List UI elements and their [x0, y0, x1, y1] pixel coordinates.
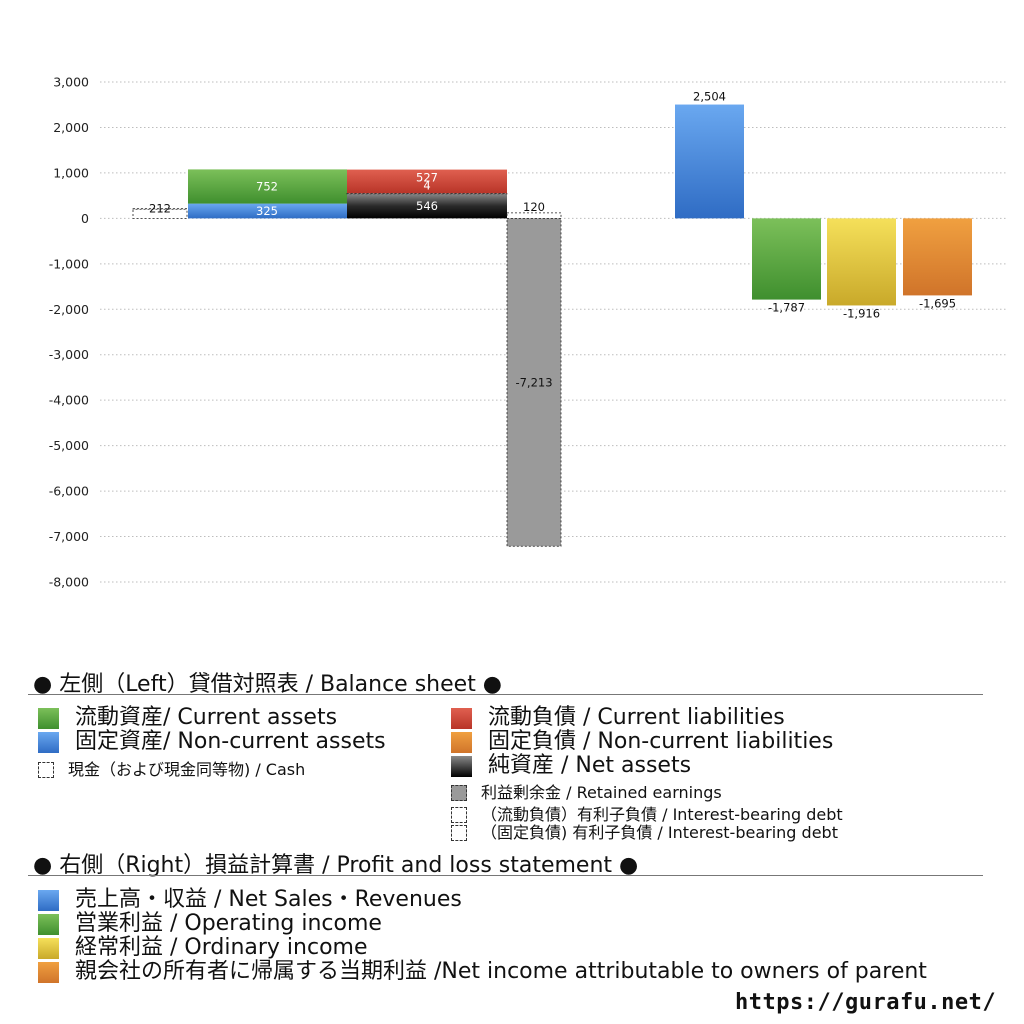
current-liabilities-bar: [347, 169, 507, 194]
legend-right-title: ● 右側（Right）損益計算書 / Profit and loss state…: [33, 853, 639, 878]
interest-debt-noncurrent-bar: [506, 212, 562, 219]
green-swatch-icon: [38, 707, 59, 729]
legend-label: 親会社の所有者に帰属する当期利益 /Net income attributabl…: [75, 959, 927, 984]
net-income-bar: [903, 218, 972, 296]
gray-swatch-icon: [451, 785, 467, 801]
legend-label: 経常利益 / Ordinary income: [75, 935, 368, 960]
current-assets-label: 752: [256, 180, 278, 194]
legend-left-title: ● 左側（Left）貸借対照表 / Balance sheet ●: [33, 672, 503, 697]
ordinary-income-label: -1,916: [843, 306, 880, 320]
current-liabilities-label: 527: [416, 171, 438, 185]
y-tick-label: -5,000: [49, 438, 89, 453]
non-current-assets-bar: [188, 203, 347, 219]
y-tick-label: 1,000: [53, 165, 89, 180]
green-swatch-icon: [38, 913, 59, 935]
orange-swatch-icon: [38, 961, 59, 983]
dashed-swatch-icon: [38, 762, 54, 778]
legend-label: （流動負債）有利子負債 / Interest-bearing debt: [481, 805, 843, 824]
legend-item-non-current-liabilities: 固定負債 / Non-current liabilities: [451, 730, 833, 754]
net-sales-label: 2,504: [693, 90, 726, 104]
dashed-swatch-icon: [451, 825, 467, 841]
y-tick-label: -7,000: [49, 529, 89, 544]
legend-item-net-income: 親会社の所有者に帰属する当期利益 /Net income attributabl…: [38, 960, 927, 984]
current-assets-bar: [188, 169, 347, 204]
legend-label: （固定負債) 有利子負債 / Interest-bearing debt: [481, 823, 838, 842]
y-tick-label: 3,000: [53, 75, 89, 90]
non-current-assets-label: 325: [256, 204, 278, 218]
legend-label: 流動負債 / Current liabilities: [488, 705, 785, 730]
blue-swatch-icon: [38, 889, 59, 911]
legend-item-interest-debt-noncurrent: （固定負債) 有利子負債 / Interest-bearing debt: [451, 824, 838, 842]
y-tick-label: -1,000: [49, 256, 89, 271]
legend-item-non-current-assets: 固定資産/ Non-current assets: [38, 730, 386, 754]
legend-label: 固定資産/ Non-current assets: [75, 729, 386, 754]
bar-chart: 3,000 2,000 1,000 0 -1,000 -2,000 -3,000 -4,000…: [49, 75, 1006, 590]
net-income-label: -1,695: [919, 296, 956, 310]
legend-right-rule: [28, 875, 983, 876]
y-tick-label: 0: [81, 211, 89, 226]
interest-debt-current-label: 4: [423, 179, 430, 193]
legend-label: 売上高・収益 / Net Sales・Revenues: [75, 887, 462, 912]
bars: [132, 104, 972, 547]
y-tick-label: -3,000: [49, 347, 89, 362]
dashed-swatch-icon: [451, 807, 467, 823]
cash-bar: [132, 208, 188, 219]
legend-item-operating-income: 営業利益 / Operating income: [38, 912, 382, 936]
y-tick-label: -8,000: [49, 575, 89, 590]
blue-swatch-icon: [38, 731, 59, 753]
y-tick-label: -4,000: [49, 393, 89, 408]
legend-label: 固定負債 / Non-current liabilities: [488, 729, 834, 754]
interest-debt-noncurrent-label: 120: [523, 200, 545, 214]
legend-item-current-liabilities: 流動負債 / Current liabilities: [451, 706, 785, 730]
operating-income-label: -1,787: [768, 301, 805, 315]
y-tick-label: 2,000: [53, 120, 89, 135]
net-assets-bar: [347, 193, 507, 219]
legend-label: 現金（および現金同等物) / Cash: [68, 760, 306, 779]
operating-income-bar: [752, 218, 821, 300]
legend: ● 左側（Left）貸借対照表 / Balance sheet ● 流動資産/ …: [0, 640, 1024, 1024]
legend-item-net-sales: 売上高・収益 / Net Sales・Revenues: [38, 888, 462, 912]
orange-swatch-icon: [451, 731, 472, 753]
net-assets-label: 546: [416, 199, 438, 213]
legend-item-cash: 現金（および現金同等物) / Cash: [38, 761, 305, 779]
legend-label: 利益剰余金 / Retained earnings: [481, 783, 722, 802]
legend-item-net-assets: 純資産 / Net assets: [451, 754, 691, 778]
legend-label: 純資産 / Net assets: [488, 753, 692, 778]
y-tick-label: -6,000: [49, 484, 89, 499]
legend-item-ordinary-income: 経常利益 / Ordinary income: [38, 936, 368, 960]
y-tick-label: -2,000: [49, 302, 89, 317]
y-axis: 3,000 2,000 1,000 0 -1,000 -2,000 -3,000 -4,000…: [49, 75, 89, 590]
net-sales-bar: [675, 104, 744, 219]
legend-label: 営業利益 / Operating income: [75, 911, 382, 936]
yellow-swatch-icon: [38, 937, 59, 959]
legend-item-interest-debt-current: （流動負債）有利子負債 / Interest-bearing debt: [451, 806, 843, 824]
ordinary-income-bar: [827, 218, 896, 306]
black-swatch-icon: [451, 755, 472, 777]
legend-item-retained-earnings: 利益剰余金 / Retained earnings: [451, 784, 722, 802]
retained-earnings-label: -7,213: [515, 375, 552, 389]
cash-bar-top: [132, 208, 188, 210]
legend-label: 流動資産/ Current assets: [75, 705, 338, 730]
legend-left-rule: [28, 694, 983, 695]
interest-debt-current-bar: [346, 192, 508, 195]
legend-item-current-assets: 流動資産/ Current assets: [38, 706, 337, 730]
cash-label: 212: [149, 202, 171, 216]
retained-earnings-bar: [506, 217, 562, 547]
source-url-link[interactable]: https://gurafu.net/: [735, 990, 997, 1015]
red-swatch-icon: [451, 707, 472, 729]
